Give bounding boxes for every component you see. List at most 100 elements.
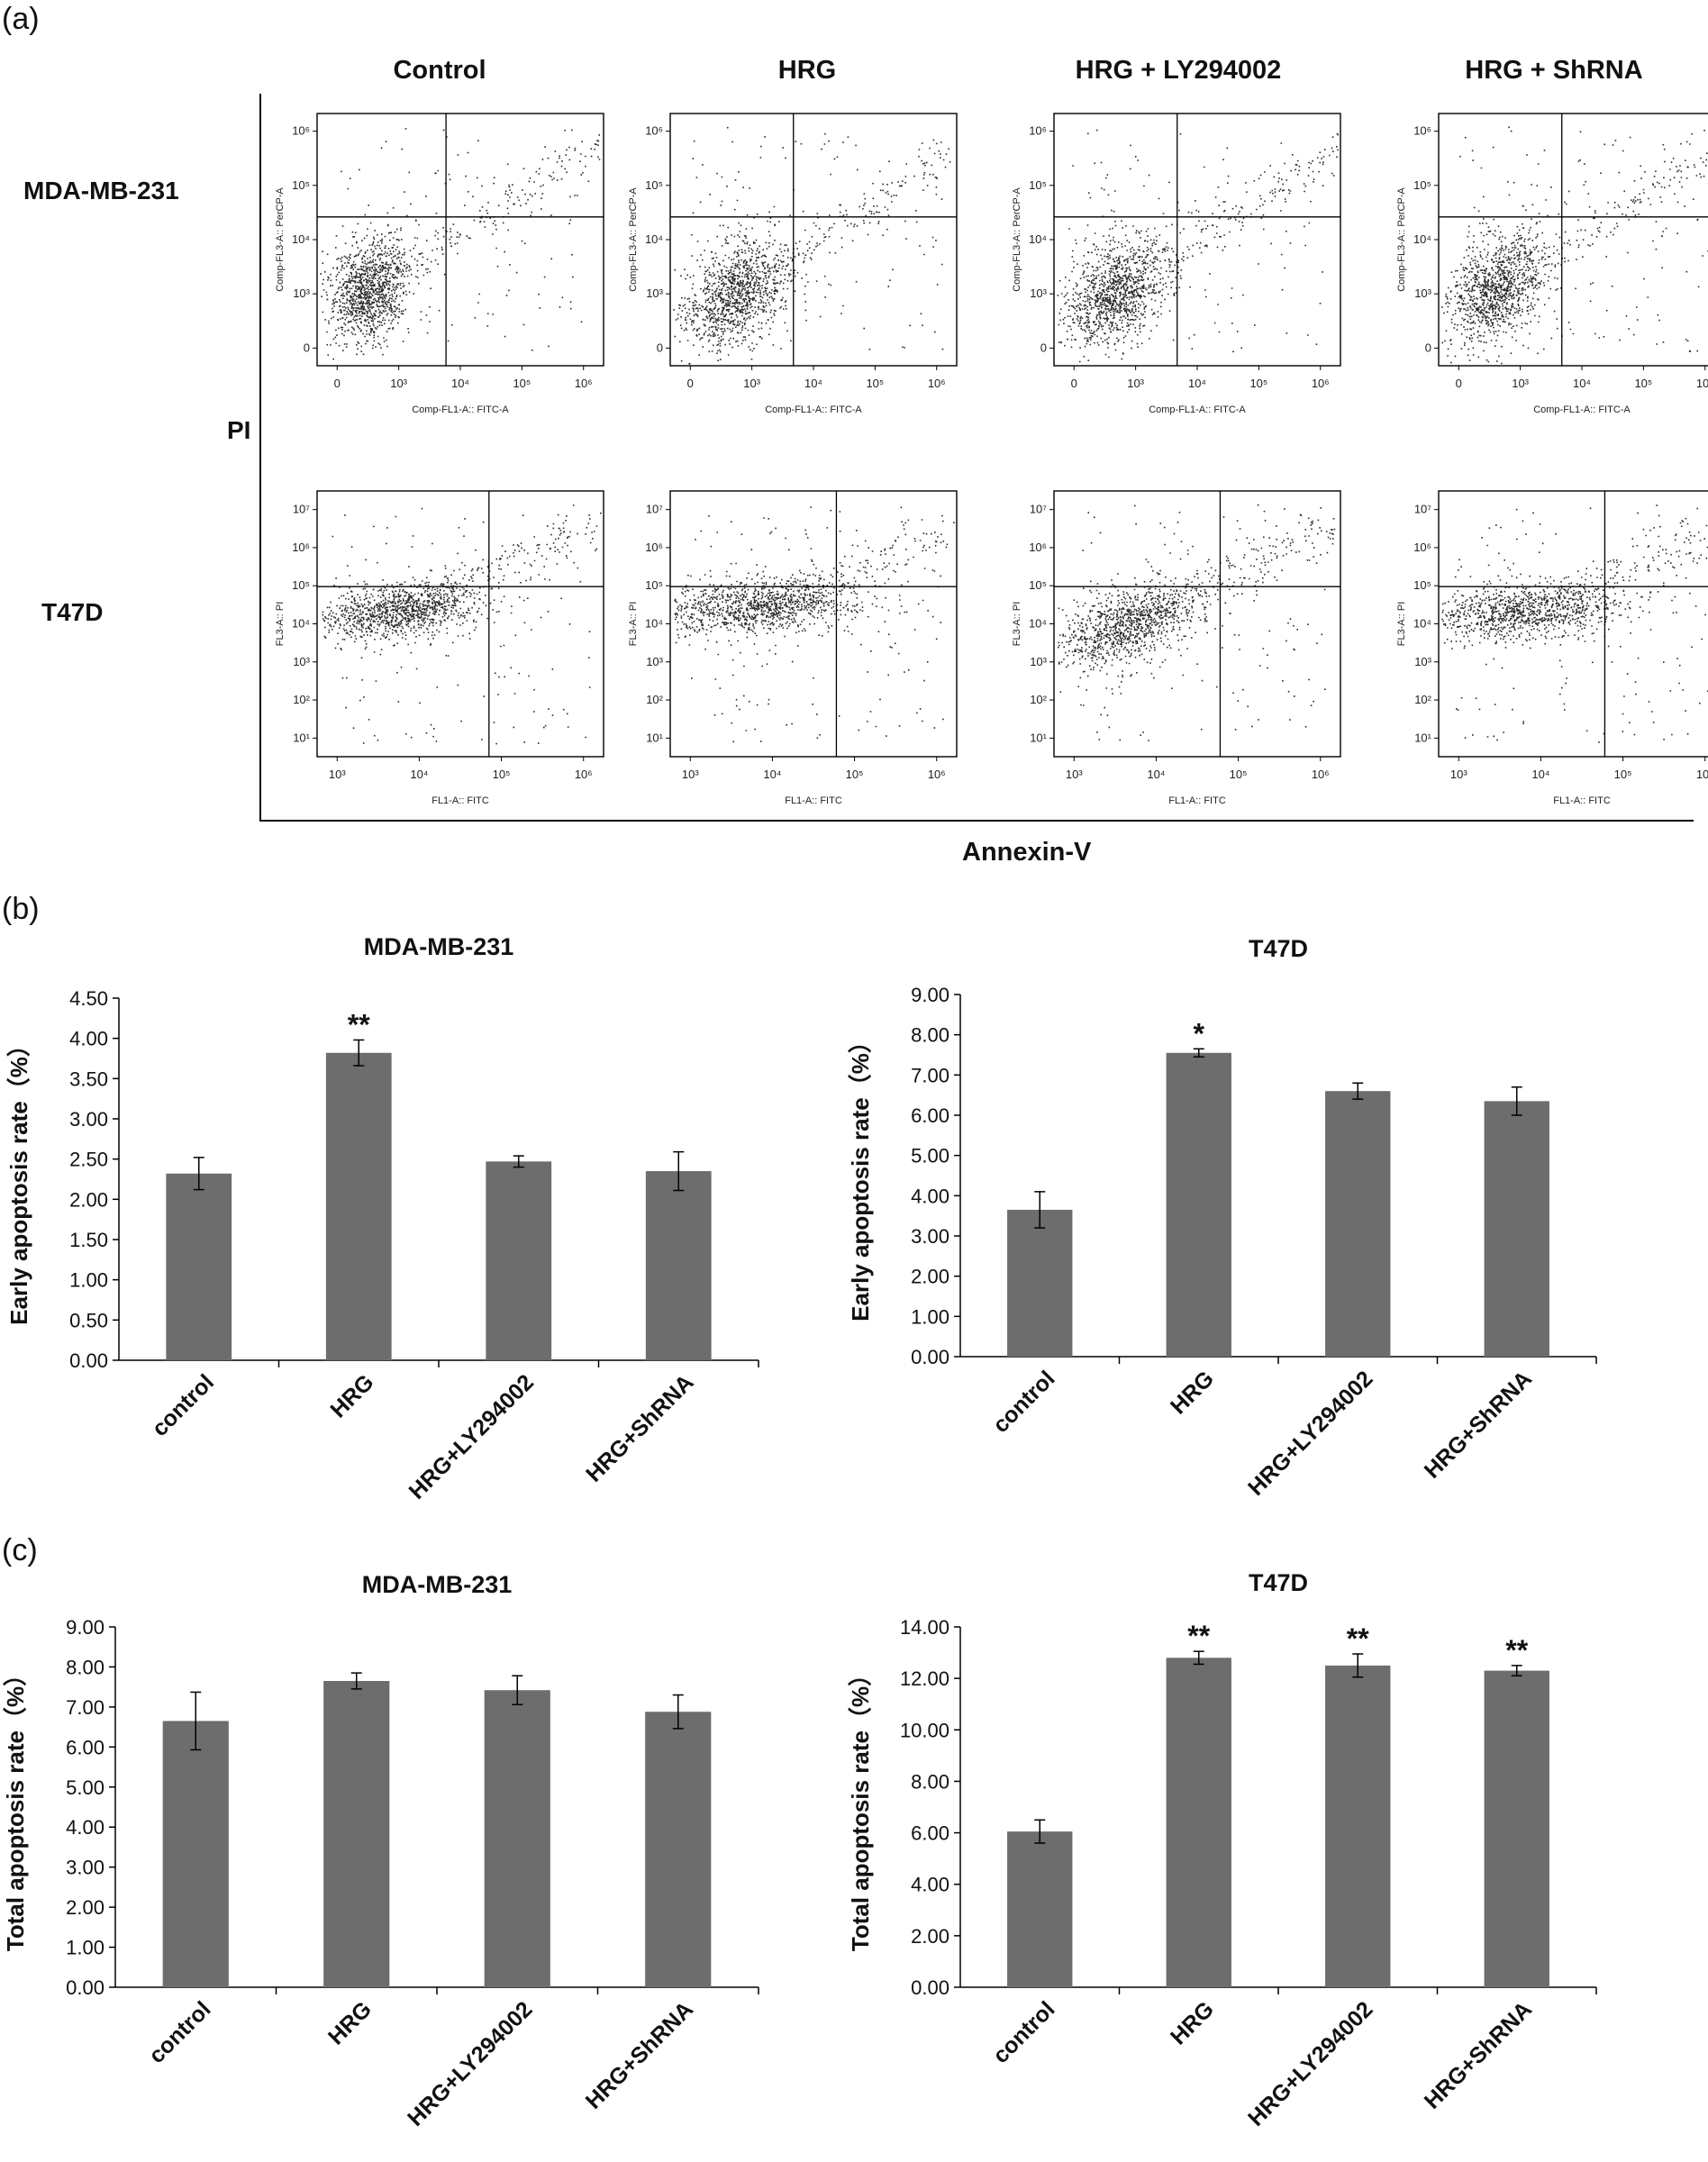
col-header-hrg-shrna: HRG + ShRNA [1465,56,1643,85]
bar-HRG+LY294002 [486,1161,552,1360]
flow-y-tick-label: 10² [646,693,663,706]
flow-x-axis-title: FL1-A:: FITC [785,795,842,806]
panel-label-c: (c) [2,1533,38,1567]
significance-mark: ** [1505,1634,1528,1667]
row-header-t47d: T47D [41,598,104,626]
flow-y-tick-label: 0 [1040,341,1047,354]
flow-x-tick-label: 10⁵ [846,768,864,781]
y-label-pi: PI [227,416,251,444]
bar-chart-c-mda: MDA-MB-231 0.00 1.00 2.00 3.00 4.00 5.00 6.00 7.… [2,1571,759,2131]
y-tick-label: 0.50 [69,1309,108,1331]
flow-x-axis-title: FL1-A:: FITC [1168,795,1226,806]
x-tick-label: control [988,1366,1060,1438]
row-header-mda-mb-231: MDA-MB-231 [23,177,179,204]
bar-HRG [1166,1658,1231,1987]
y-tick-label: 2.00 [911,1925,949,1948]
y-tick-label: 8.00 [911,1024,949,1047]
y-tick-label: 3.00 [69,1108,108,1131]
flow-x-tick-label: 10⁵ [1230,768,1248,781]
flow-x-tick-label: 10⁴ [1147,768,1165,781]
flow-x-tick-label: 0 [1071,377,1077,390]
y-tick-label: 0.00 [69,1349,108,1372]
flow-y-tick-label: 10⁶ [1029,124,1047,138]
bar-HRG+LY294002 [484,1690,550,1987]
x-tick-label: control [147,1369,219,1441]
flow-plot-frame [1438,490,1708,758]
flow-y-axis-title: Comp-FL3-A:: PerCP-A [275,187,286,292]
col-header-control: Control [393,56,486,85]
flow-y-axis-title: Comp-FL3-A:: PerCP-A [1012,187,1022,292]
flow-y-tick-label: 0 [304,341,310,354]
flow-x-tick-label: 10³ [743,377,760,390]
flow-y-tick-label: 10⁶ [645,124,663,138]
y-axis-label: Total apoptosis rate（%） [847,1663,874,1951]
bar-HRG+LY294002 [1325,1665,1391,1987]
y-tick-label: 1.00 [66,1937,104,1959]
y-tick-label: 9.00 [66,1616,104,1639]
flow-y-tick-label: 10³ [646,655,663,668]
x-tick-label: HRG+ShRNA [581,1996,698,2113]
flow-x-tick-label: 10⁶ [1696,377,1708,390]
y-tick-label: 4.00 [66,1816,104,1839]
y-tick-label: 0.00 [911,1346,949,1368]
flow-y-tick-label: 10⁵ [1029,578,1047,592]
flow-y-axis-title: FL3-A:: PI [628,602,639,647]
flow-x-axis-title: Comp-FL1-A:: FITC-A [1149,404,1246,415]
flow-x-axis-title: FL1-A:: FITC [1553,795,1611,806]
flow-y-axis-title: FL3-A:: PI [275,602,286,647]
flow-y-tick-label: 10⁶ [645,540,663,554]
bar-control [1007,1209,1073,1357]
panel-a-frame-left [259,94,261,822]
flow-x-tick-label: 10⁴ [804,377,822,390]
x-tick-label: HRG+LY294002 [1243,1366,1377,1500]
y-tick-label: 6.00 [911,1822,949,1845]
chart-title: MDA-MB-231 [364,933,514,960]
y-axis-label: Early apoptosis rate（%） [5,1033,32,1325]
x-tick-label: HRG+ShRNA [1420,1366,1537,1483]
y-axis-label: Total apoptosis rate（%） [2,1663,29,1951]
flow-y-tick-label: 10³ [1414,286,1431,300]
flow-plot-frame [1053,113,1341,367]
panel-label-b: (b) [2,892,40,926]
y-tick-label: 3.00 [911,1225,949,1248]
flow-y-tick-label: 0 [657,341,663,354]
y-tick-label: 9.00 [911,984,949,1006]
flow-dot-cloud [1441,504,1708,743]
flow-x-tick-label: 10⁵ [513,377,531,390]
bar-control [162,1721,229,1987]
flow-y-tick-label: 10⁵ [292,578,310,592]
x-tick-label: HRG+ShRNA [581,1369,698,1486]
y-tick-label: 4.00 [911,1874,949,1896]
flow-x-tick-label: 10³ [1512,377,1529,390]
bar-control [1007,1831,1073,1987]
y-tick-label: 5.00 [66,1776,104,1799]
flow-y-tick-label: 10⁴ [645,617,663,631]
y-tick-label: 7.00 [911,1064,949,1086]
flow-y-tick-label: 10⁶ [292,124,310,138]
flow-x-tick-label: 10⁶ [928,768,946,781]
flow-y-tick-label: 10³ [646,286,663,300]
flow-y-tick-label: 10⁶ [1029,540,1047,554]
flow-x-axis-title: Comp-FL1-A:: FITC-A [1533,404,1631,415]
flow-x-tick-label: 10⁶ [575,768,593,781]
x-tick-label: HRG [325,1369,378,1422]
flow-plot-t47d-hrg: 10³ 10⁴ 10⁵ 10⁶10¹10²10³10⁴10⁵10⁶10⁷FL1-A::… [628,490,958,806]
flow-x-tick-label: 10⁵ [1249,377,1267,390]
flow-x-tick-label: 10⁶ [575,377,593,390]
flow-plot-frame [1053,490,1341,758]
flow-y-axis-title: FL3-A:: PI [1396,602,1407,647]
flow-x-tick-label: 10⁶ [1312,768,1330,781]
y-tick-label: 1.00 [911,1305,949,1328]
flow-x-tick-label: 10³ [390,377,407,390]
flow-y-tick-label: 10⁷ [646,503,663,516]
flow-x-tick-label: 10⁶ [928,377,946,390]
flow-y-tick-label: 10¹ [1414,731,1431,744]
flow-y-axis-title: FL3-A:: PI [1012,602,1022,647]
y-tick-label: 6.00 [911,1104,949,1127]
flow-x-tick-label: 10⁵ [866,377,884,390]
y-tick-label: 2.00 [66,1896,104,1919]
flow-y-tick-label: 10¹ [293,731,310,744]
bar-HRG+LY294002 [1325,1091,1391,1357]
y-tick-label: 10.00 [900,1719,949,1741]
